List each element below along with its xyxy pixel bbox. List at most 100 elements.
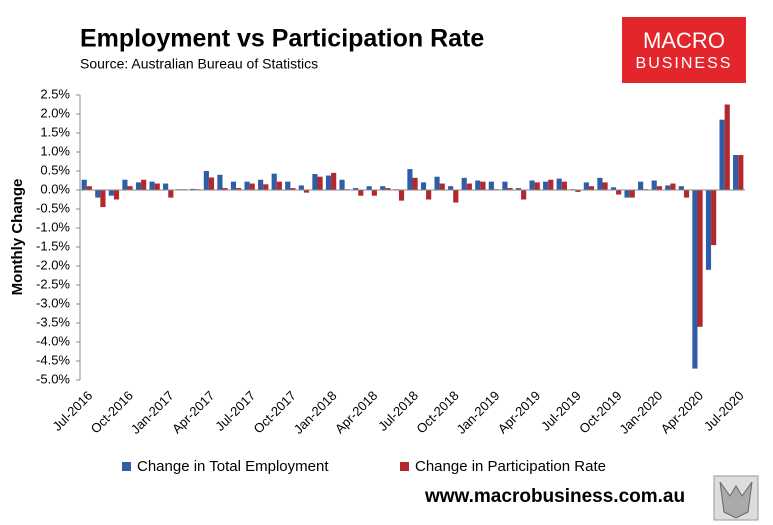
x-tick-label: Apr-2018 (332, 388, 380, 436)
bar (258, 179, 264, 190)
bar (638, 181, 644, 190)
bar (616, 190, 622, 195)
bar (135, 182, 142, 190)
bar (113, 190, 120, 200)
bar (602, 182, 608, 190)
bar (168, 190, 174, 198)
bar (244, 181, 250, 190)
x-tick-label: Apr-2017 (169, 388, 217, 436)
bar (398, 190, 405, 201)
bar (230, 181, 237, 190)
legend-swatch (122, 462, 131, 471)
bar (190, 188, 196, 190)
bar (420, 182, 427, 190)
logo (622, 17, 746, 83)
footer: www.macrobusiness.com.au (424, 486, 685, 507)
bar (543, 181, 549, 190)
bar (141, 179, 147, 190)
x-tick-label: Apr-2020 (658, 388, 706, 436)
bar (597, 177, 603, 190)
x-tick-label: Jul-2020 (701, 388, 747, 434)
bar (507, 188, 513, 190)
bar (502, 181, 508, 190)
bar (271, 173, 277, 190)
bar (298, 185, 304, 190)
bar (534, 182, 540, 190)
y-tick-label: -4.5% (36, 352, 70, 367)
bar (448, 186, 454, 190)
bar (733, 155, 739, 190)
bar (439, 183, 445, 190)
wolf-icon (713, 475, 759, 521)
bar (466, 183, 472, 190)
bar (665, 185, 671, 190)
x-tick-label: Jan-2019 (454, 388, 503, 437)
y-tick-label: -0.5% (36, 200, 70, 215)
bar (575, 190, 581, 192)
bar (122, 179, 128, 190)
legend-label: Change in Participation Rate (415, 458, 606, 475)
bar (705, 190, 712, 270)
bar (217, 174, 223, 190)
bar (561, 181, 567, 190)
bar (208, 177, 215, 190)
y-tick-label: -3.5% (36, 314, 70, 329)
bar (303, 190, 310, 193)
bar (461, 177, 467, 190)
bar (738, 155, 744, 190)
y-tick-label: -2.5% (36, 276, 70, 291)
x-tick-label: Oct-2017 (250, 388, 298, 436)
bar (697, 190, 703, 327)
bar (548, 179, 554, 190)
bar (656, 186, 662, 190)
bar (339, 179, 345, 190)
y-tick-label: -5.0% (36, 371, 70, 386)
bar (317, 176, 323, 190)
bar (515, 188, 522, 190)
bar (475, 180, 481, 190)
bar (583, 182, 589, 190)
bar (556, 178, 562, 190)
bar (222, 188, 228, 190)
y-tick-label: 0.0% (40, 181, 70, 196)
bar (434, 176, 440, 190)
bar (276, 181, 282, 190)
bar (426, 190, 432, 200)
legend-swatch (400, 462, 409, 471)
y-tick-label: -2.0% (36, 257, 70, 272)
bar (380, 186, 386, 190)
bar (692, 190, 698, 369)
bar (670, 183, 676, 190)
bar (290, 188, 296, 190)
bar (683, 190, 690, 198)
y-tick-label: -3.0% (36, 295, 70, 310)
y-tick-label: 2.0% (40, 105, 70, 120)
bar (353, 188, 359, 190)
bar (163, 183, 169, 190)
bar (624, 190, 630, 198)
x-tick-label: Apr-2019 (495, 388, 543, 436)
chart-subtitle: Source: Australian Bureau of Statistics (80, 56, 318, 72)
bar (331, 172, 337, 190)
bar (95, 190, 101, 198)
y-tick-label: 1.0% (40, 143, 70, 158)
bar (100, 190, 106, 208)
x-tick-label: Oct-2019 (576, 388, 624, 436)
bar (588, 186, 595, 190)
bar (407, 169, 413, 190)
logo-text: BUSINESS (636, 55, 733, 72)
bar (236, 188, 242, 190)
x-tick-label: Jan-2020 (616, 388, 665, 437)
bar (610, 187, 617, 190)
bar (629, 190, 635, 198)
bar (312, 174, 318, 190)
bar (203, 171, 209, 190)
bar (724, 104, 730, 190)
bar (480, 181, 486, 190)
bar (385, 188, 391, 190)
logo-text: MACRO (643, 28, 725, 53)
bar (358, 190, 364, 196)
bar (711, 190, 717, 246)
y-tick-label: 0.5% (40, 162, 70, 177)
